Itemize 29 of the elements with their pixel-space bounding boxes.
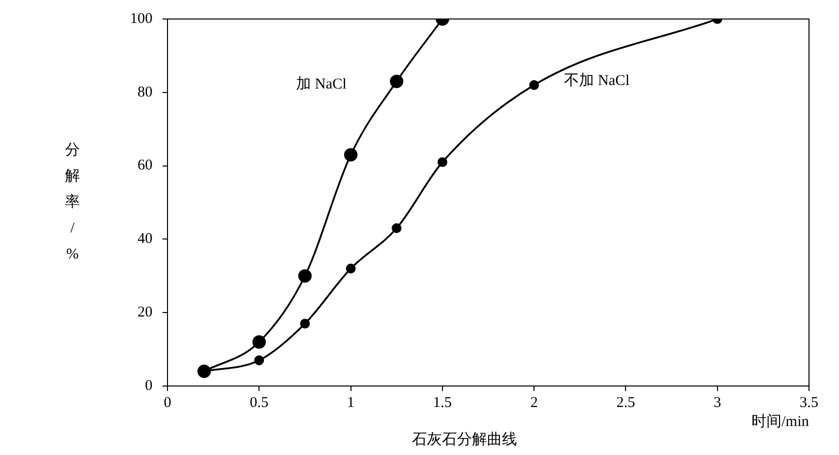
point [344, 148, 358, 162]
x-tick-label: 2.5 [616, 394, 636, 411]
x-tick-label: 1.5 [433, 394, 452, 411]
x-tick-label: 3.5 [800, 394, 818, 411]
point [300, 318, 310, 329]
y-tick-label: 80 [138, 84, 152, 100]
point [298, 269, 312, 283]
x-tick-label: 2 [530, 394, 538, 411]
text: 加 NaCl [296, 75, 347, 92]
point [438, 157, 448, 168]
point [529, 80, 539, 90]
point [346, 264, 356, 274]
y-tick-label: 60 [138, 158, 152, 174]
x-tick-label: 1 [347, 394, 355, 411]
point [254, 355, 264, 366]
point [252, 335, 266, 349]
y-tick-label: 20 [138, 304, 152, 321]
x-tick-label: 0 [164, 394, 172, 411]
y-tick-label: 0 [145, 378, 152, 394]
point [392, 223, 402, 234]
x-tick-label: 0.5 [250, 394, 269, 411]
series-label: 不加 NaCl [564, 72, 630, 89]
y-tick-label: 40 [138, 231, 152, 248]
y-axis-title: 分解率/% [65, 141, 80, 262]
x-axis-title: 时间/min [751, 412, 810, 430]
point [390, 74, 404, 88]
text: 石灰石分解曲线 [412, 430, 517, 448]
x-tick-label: 3 [714, 394, 722, 411]
y-tick-label: 100 [130, 10, 152, 27]
